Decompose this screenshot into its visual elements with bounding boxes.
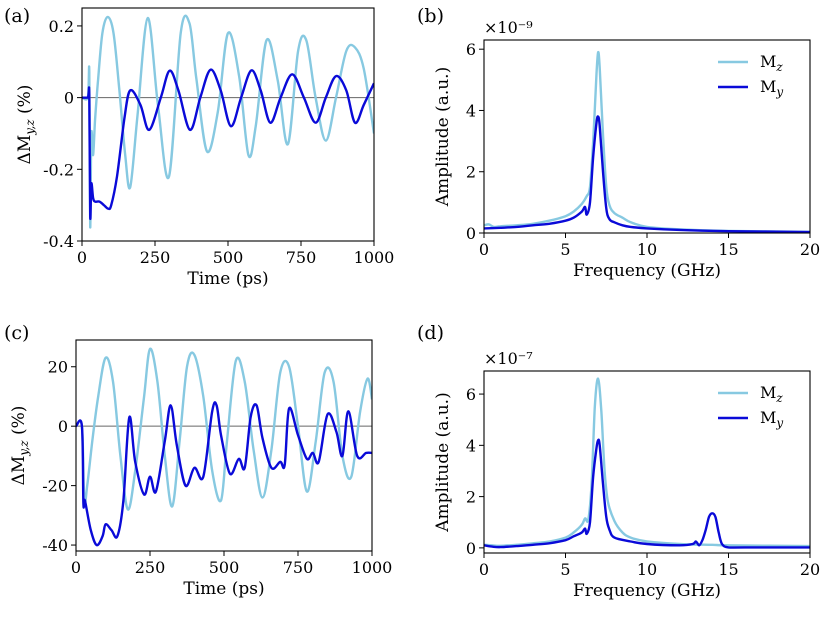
x-axis-label: Time (ps): [183, 579, 264, 599]
x-tick-label: 0: [71, 558, 81, 577]
y-tick-label: -40: [42, 536, 68, 555]
x-axis-label: Frequency (GHz): [573, 261, 721, 281]
y-tick-label: 2: [466, 163, 476, 182]
y-tick-label: 20: [48, 358, 68, 377]
x-tick-label: 1000: [354, 248, 395, 267]
x-axis-label: Frequency (GHz): [573, 581, 721, 601]
y-tick-label: -0.4: [43, 232, 74, 251]
y-axis-label: ΔMy,z (%): [9, 406, 31, 486]
panel-label: (b): [417, 5, 444, 27]
y-axis-label: ΔMy,z (%): [15, 85, 37, 165]
panel-a: 0 250 500 750 1000 -0.4 -0.2 0 0.2 Time (ps) ΔMy,z…: [4, 5, 394, 289]
series-line-m-z: [484, 50, 810, 233]
y-tick-label: -0.2: [43, 160, 74, 179]
x-axis-label: Time (ps): [187, 269, 268, 289]
y-tick-label: -20: [42, 477, 68, 496]
legend-entry: Mz: [760, 383, 783, 405]
x-tick-label: 0: [479, 560, 489, 579]
x-tick-label: 20: [800, 560, 820, 579]
series-line-m-y: [82, 68, 374, 221]
y-tick-label: 0: [64, 89, 74, 108]
x-tick-label: 10: [637, 240, 657, 259]
x-tick-label: 0: [479, 240, 489, 259]
y-axis-label: Amplitude (a.u.): [433, 392, 453, 532]
x-tick-label: 15: [718, 560, 738, 579]
series-line-m-y: [76, 401, 372, 547]
x-tick-label: 20: [800, 240, 820, 259]
panel-label: (a): [4, 5, 30, 27]
legend-entry: My: [760, 408, 783, 430]
x-tick-label: 10: [637, 560, 657, 579]
legend: Mz My: [718, 52, 783, 99]
x-tick-label: 5: [560, 560, 570, 579]
panel-c: 0 250 500 750 1000 -40 -20 0 20 Time (ps) ΔMy,z (%…: [4, 322, 392, 599]
panel-label: (c): [4, 322, 29, 344]
series-line-m-y: [484, 115, 810, 233]
x-tick-label: 5: [560, 240, 570, 259]
y-axis-label: Amplitude (a.u.): [433, 67, 453, 207]
y-tick-label: 0: [466, 539, 476, 558]
y-tick-label: 0: [466, 224, 476, 243]
x-tick-label: 500: [213, 248, 244, 267]
panel-b: 0 5 10 15 20 0 2 4 6 Frequency (GHz) Amplitude (a.…: [417, 5, 820, 281]
x-tick-label: 500: [209, 558, 240, 577]
series-line-m-z: [82, 14, 374, 229]
x-tick-label: 1000: [352, 558, 393, 577]
panel-d: 0 5 10 15 20 0 2 4 6 Frequency (GHz) Amplitude (a.…: [417, 322, 820, 601]
x-tick-label: 750: [286, 248, 317, 267]
x-tick-label: 250: [135, 558, 166, 577]
series-line-m-y: [484, 438, 810, 549]
x-tick-label: 0: [77, 248, 87, 267]
y-tick-label: 4: [466, 101, 476, 120]
scale-multiplier: ×10⁻⁹: [484, 18, 533, 37]
y-tick-label: 6: [466, 40, 476, 59]
y-tick-label: 0: [58, 417, 68, 436]
y-tick-label: 2: [466, 488, 476, 507]
y-tick-label: 0.2: [49, 17, 74, 36]
legend: Mz My: [718, 383, 783, 430]
x-tick-label: 250: [140, 248, 171, 267]
y-tick-label: 4: [466, 436, 476, 455]
legend-entry: My: [760, 77, 783, 99]
scale-multiplier: ×10⁻⁷: [484, 349, 533, 368]
series-line-m-z: [484, 377, 810, 548]
legend-entry: Mz: [760, 52, 783, 74]
panel-label: (d): [417, 322, 444, 344]
series-line-m-z: [76, 347, 372, 511]
x-tick-label: 15: [718, 240, 738, 259]
y-tick-label: 6: [466, 385, 476, 404]
x-tick-label: 750: [283, 558, 314, 577]
